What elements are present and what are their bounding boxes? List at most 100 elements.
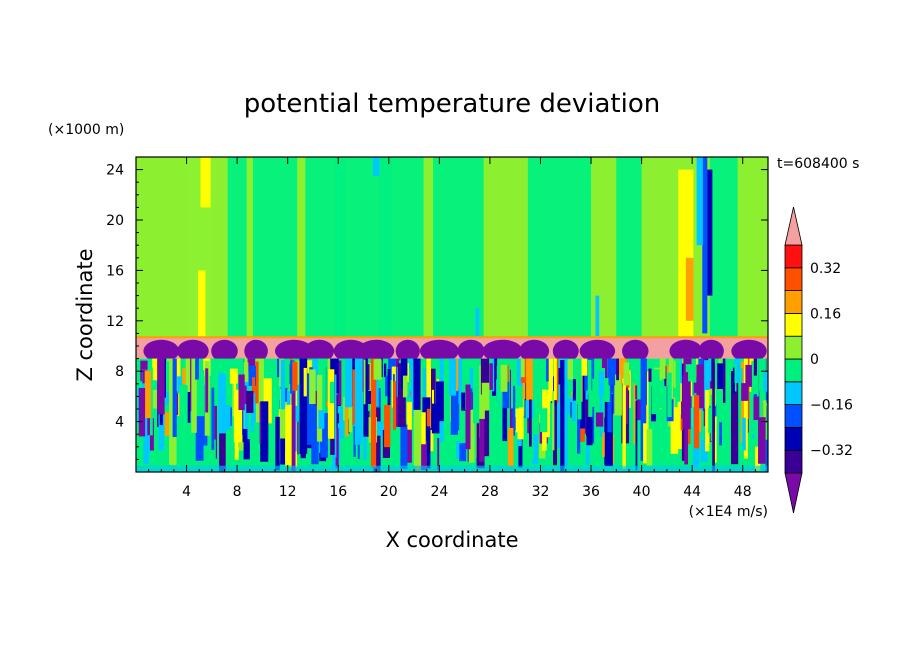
y-tick-label: 12 <box>106 314 124 330</box>
convective-streak <box>659 358 666 379</box>
surface-layer <box>136 465 768 472</box>
convective-streak <box>498 379 508 442</box>
convective-streak <box>166 361 172 433</box>
convective-streak <box>137 386 140 425</box>
convective-streak <box>259 402 262 444</box>
convective-streak <box>680 414 683 431</box>
convective-streak <box>641 358 647 424</box>
inversion-blob <box>698 339 724 363</box>
convective-streak <box>531 434 539 465</box>
convective-streak <box>375 421 384 436</box>
x-tick-label: 20 <box>380 484 398 500</box>
convective-streak <box>242 371 249 450</box>
convective-streak <box>510 368 513 409</box>
convective-streak <box>238 374 245 411</box>
convective-streak <box>329 381 335 404</box>
convective-streak <box>555 368 562 385</box>
inversion-blob <box>419 339 459 363</box>
y-axis-label: Z coordinate <box>73 248 97 381</box>
convective-streak <box>712 363 715 472</box>
convective-streak <box>724 358 728 390</box>
convective-streak <box>421 412 426 445</box>
upper-streak <box>475 308 480 336</box>
convective-streak <box>320 413 328 458</box>
colorbar-bin <box>784 335 803 360</box>
convective-streak <box>684 372 689 465</box>
convective-streak <box>549 359 553 401</box>
convective-streak <box>623 362 630 386</box>
convective-streak <box>685 364 692 382</box>
convective-streak <box>196 369 205 417</box>
convective-streak <box>556 358 559 404</box>
convective-streak <box>517 432 522 447</box>
convective-streak <box>368 363 372 410</box>
convective-streak <box>554 358 558 401</box>
convective-streak <box>380 358 383 378</box>
convective-streak <box>299 358 308 454</box>
colorbar-bin <box>784 267 803 291</box>
convective-streak <box>360 358 365 392</box>
convective-streak <box>673 358 680 454</box>
convective-streak <box>624 386 629 425</box>
convective-streak <box>370 358 377 468</box>
convective-streak <box>426 358 432 429</box>
convective-streak <box>633 385 638 400</box>
inversion-blob <box>304 339 335 363</box>
convective-streak <box>492 358 498 396</box>
convective-streak <box>737 361 742 433</box>
convective-streak <box>191 358 197 433</box>
convective-streak <box>528 399 532 447</box>
convective-streak <box>421 440 427 471</box>
convective-streak <box>587 359 592 394</box>
convective-streak <box>722 358 726 403</box>
convective-streak <box>704 360 712 409</box>
upper-streak <box>702 157 708 334</box>
inversion-blob <box>333 339 369 363</box>
inversion-blob <box>358 339 395 363</box>
convective-streak <box>211 387 215 450</box>
chart-title: potential temperature deviation <box>244 89 660 119</box>
convective-streak <box>766 358 768 383</box>
convective-streak <box>651 369 660 415</box>
convective-streak <box>751 360 754 435</box>
convective-streak <box>602 432 606 457</box>
inversion-blob <box>395 339 420 363</box>
x-tick-label: 4 <box>182 484 191 500</box>
inversion-blob <box>482 339 523 363</box>
colorbar-bin <box>784 404 803 428</box>
convective-streak <box>521 358 530 384</box>
convective-streak <box>280 438 286 465</box>
convective-streak <box>218 373 226 434</box>
colorbar-bin <box>784 244 803 269</box>
convective-streak <box>431 389 435 414</box>
convective-streak <box>501 381 510 409</box>
convective-streak <box>291 384 296 471</box>
convective-streak <box>157 383 161 405</box>
convective-streak <box>413 358 421 410</box>
y-unit-label: (×1000 m) <box>48 122 124 138</box>
colorbar-bin <box>784 381 803 405</box>
inversion-blob <box>579 339 616 363</box>
convective-streak <box>179 385 188 425</box>
colorbar-label: −0.32 <box>810 443 853 459</box>
convective-streak <box>363 359 366 405</box>
convective-streak <box>149 367 153 436</box>
convective-streak <box>633 383 636 445</box>
convective-streak <box>515 408 522 433</box>
convective-streak <box>311 398 319 465</box>
convective-streak <box>571 394 576 422</box>
convective-streak <box>753 396 761 420</box>
convective-streak <box>152 358 159 381</box>
convective-streak <box>680 358 683 389</box>
colorbar-bin <box>784 290 803 314</box>
convective-streak <box>306 373 315 445</box>
convective-streak <box>737 435 744 464</box>
convective-streak <box>577 358 582 420</box>
convective-streak <box>717 363 723 390</box>
convective-streak <box>539 408 548 433</box>
convective-streak <box>730 370 739 465</box>
convective-streak <box>500 364 508 392</box>
convective-streak <box>177 376 182 394</box>
convective-streak <box>164 412 170 436</box>
convective-streak <box>185 358 192 410</box>
